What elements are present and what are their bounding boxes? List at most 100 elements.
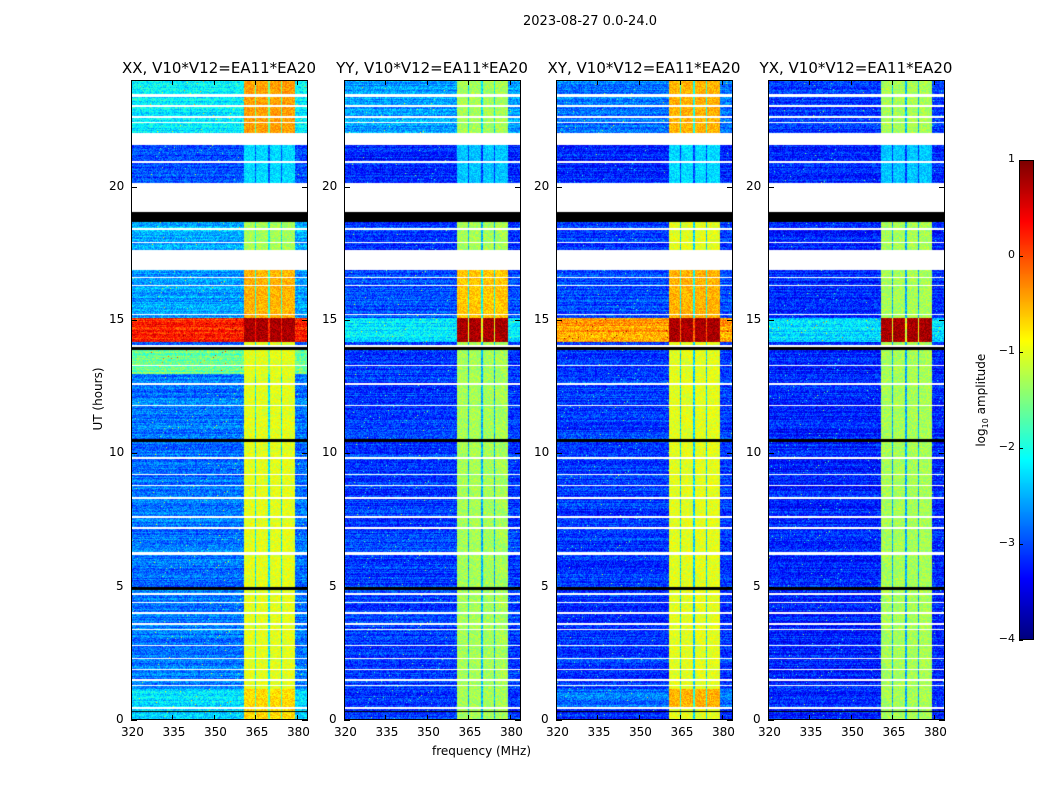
y-tick-label: 0 xyxy=(329,712,337,726)
colorbar-tick-label: 1 xyxy=(1008,152,1015,165)
y-tick xyxy=(344,720,350,721)
y-tick xyxy=(515,186,521,188)
x-tick-label: 350 xyxy=(628,725,652,739)
y-tick xyxy=(768,320,774,321)
y-tick xyxy=(344,453,350,455)
x-tick xyxy=(344,80,345,85)
x-tick xyxy=(556,80,557,85)
panel-title: YY, V10*V12=EA11*EA20 xyxy=(336,59,528,77)
x-tick xyxy=(385,715,387,720)
y-tick-label: 15 xyxy=(322,312,338,326)
y-tick-label: 20 xyxy=(109,178,125,193)
x-tick xyxy=(721,715,723,720)
y-axis-label: UT (hours) xyxy=(91,367,105,431)
colorbar-tick xyxy=(1019,352,1023,353)
colorbar-tick xyxy=(1019,448,1023,449)
x-tick-label: 320 xyxy=(758,725,781,739)
x-tick-label: 380 xyxy=(923,725,947,739)
y-tick-label: 10 xyxy=(109,445,125,460)
x-tick xyxy=(296,80,298,85)
y-tick xyxy=(131,720,137,721)
x-tick xyxy=(509,715,511,720)
x-tick-label: 350 xyxy=(416,725,440,739)
heatmap-panel-0 xyxy=(131,80,308,720)
x-tick-label: 335 xyxy=(587,725,611,739)
colorbar-tick-label: 0 xyxy=(1008,248,1015,261)
x-tick xyxy=(255,80,257,85)
y-tick xyxy=(344,586,350,588)
y-tick-label: 5 xyxy=(116,578,124,593)
x-tick-label: 350 xyxy=(203,725,227,739)
y-tick-label: 10 xyxy=(534,445,550,460)
y-tick-label: 0 xyxy=(541,712,549,726)
x-tick xyxy=(850,715,852,720)
y-tick-label: 15 xyxy=(109,312,125,326)
panel-title: XY, V10*V12=EA11*EA20 xyxy=(547,59,741,77)
y-tick-label: 0 xyxy=(116,712,124,726)
y-tick xyxy=(131,586,137,588)
x-tick-label: 320 xyxy=(334,725,357,739)
x-tick xyxy=(344,715,345,720)
x-tick xyxy=(597,715,599,720)
x-axis-label: frequency (MHz) xyxy=(432,744,532,758)
y-tick xyxy=(727,186,733,188)
y-tick xyxy=(131,453,137,455)
x-tick xyxy=(680,80,682,85)
x-tick xyxy=(296,715,298,720)
colorbar-tick xyxy=(1019,256,1023,257)
x-tick xyxy=(131,80,132,85)
x-tick xyxy=(892,715,894,720)
y-tick xyxy=(768,186,774,188)
x-tick xyxy=(933,80,935,85)
y-tick-label: 20 xyxy=(746,178,762,193)
y-tick-label: 5 xyxy=(753,578,761,593)
x-tick xyxy=(213,715,215,720)
colorbar-tick-label: −4 xyxy=(998,632,1015,645)
x-tick xyxy=(850,80,852,85)
x-tick xyxy=(597,80,599,85)
x-tick-label: 380 xyxy=(711,725,735,739)
colorbar-label: log10 amplitude xyxy=(973,353,991,447)
y-tick xyxy=(515,320,521,321)
y-tick xyxy=(302,453,308,455)
y-tick xyxy=(727,720,733,721)
x-tick xyxy=(385,80,387,85)
x-tick xyxy=(468,715,470,720)
x-tick xyxy=(809,715,811,720)
y-tick-label: 20 xyxy=(322,178,338,193)
colorbar-tick xyxy=(1019,544,1023,545)
x-tick-label: 335 xyxy=(799,725,823,739)
y-tick xyxy=(302,320,308,321)
x-tick xyxy=(172,715,174,720)
colorbar-gradient xyxy=(1020,161,1033,639)
x-tick xyxy=(892,80,894,85)
y-tick xyxy=(556,586,562,588)
x-tick xyxy=(509,80,511,85)
y-tick xyxy=(302,720,308,721)
y-tick xyxy=(515,453,521,455)
y-tick xyxy=(515,720,521,721)
y-tick-label: 15 xyxy=(534,312,550,326)
x-tick xyxy=(768,715,769,720)
heatmap-cells xyxy=(769,81,944,719)
colorbar-tick-label: −3 xyxy=(998,536,1015,549)
y-tick xyxy=(131,186,137,188)
x-tick-label: 365 xyxy=(245,725,269,739)
x-tick xyxy=(638,715,640,720)
x-tick-label: 365 xyxy=(670,725,694,739)
y-tick xyxy=(939,586,945,588)
x-tick xyxy=(933,715,935,720)
y-tick xyxy=(515,586,521,588)
x-tick-label: 320 xyxy=(121,725,144,739)
colorbar xyxy=(1019,160,1034,640)
x-tick-label: 380 xyxy=(499,725,523,739)
y-tick xyxy=(939,186,945,188)
x-tick xyxy=(721,80,723,85)
y-tick xyxy=(344,320,350,321)
y-tick-label: 5 xyxy=(329,578,337,593)
x-tick xyxy=(638,80,640,85)
y-tick xyxy=(556,186,562,188)
panel-title: XX, V10*V12=EA11*EA20 xyxy=(121,59,316,77)
heatmap-cells xyxy=(557,81,732,719)
panel-title: YX, V10*V12=EA11*EA20 xyxy=(759,59,953,77)
